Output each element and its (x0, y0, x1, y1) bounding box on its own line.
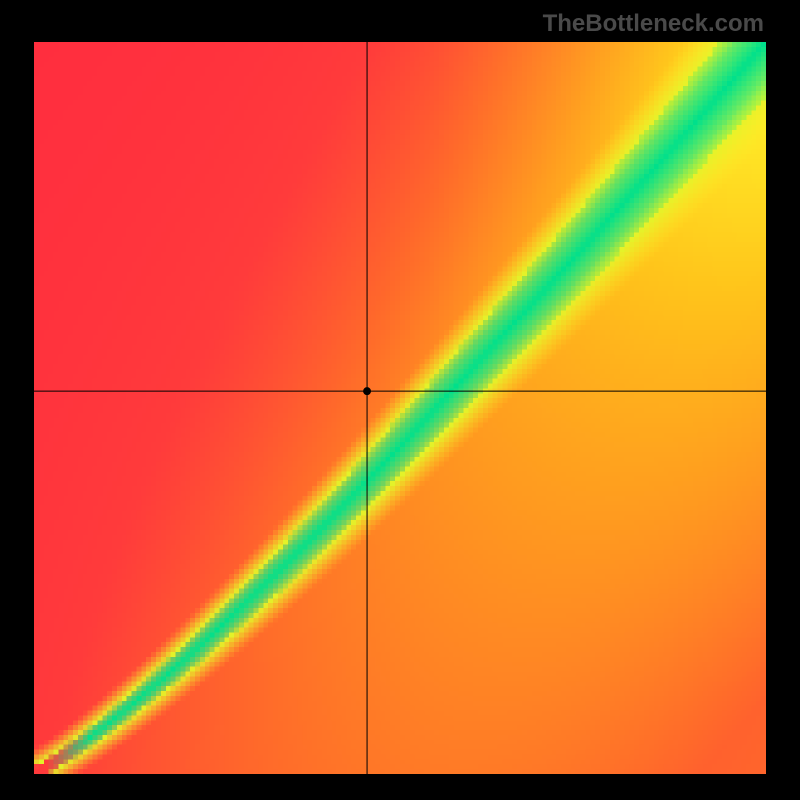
bottleneck-heatmap (34, 42, 766, 774)
watermark-text: TheBottleneck.com (543, 10, 764, 38)
chart-container: TheBottleneck.com (0, 0, 800, 800)
